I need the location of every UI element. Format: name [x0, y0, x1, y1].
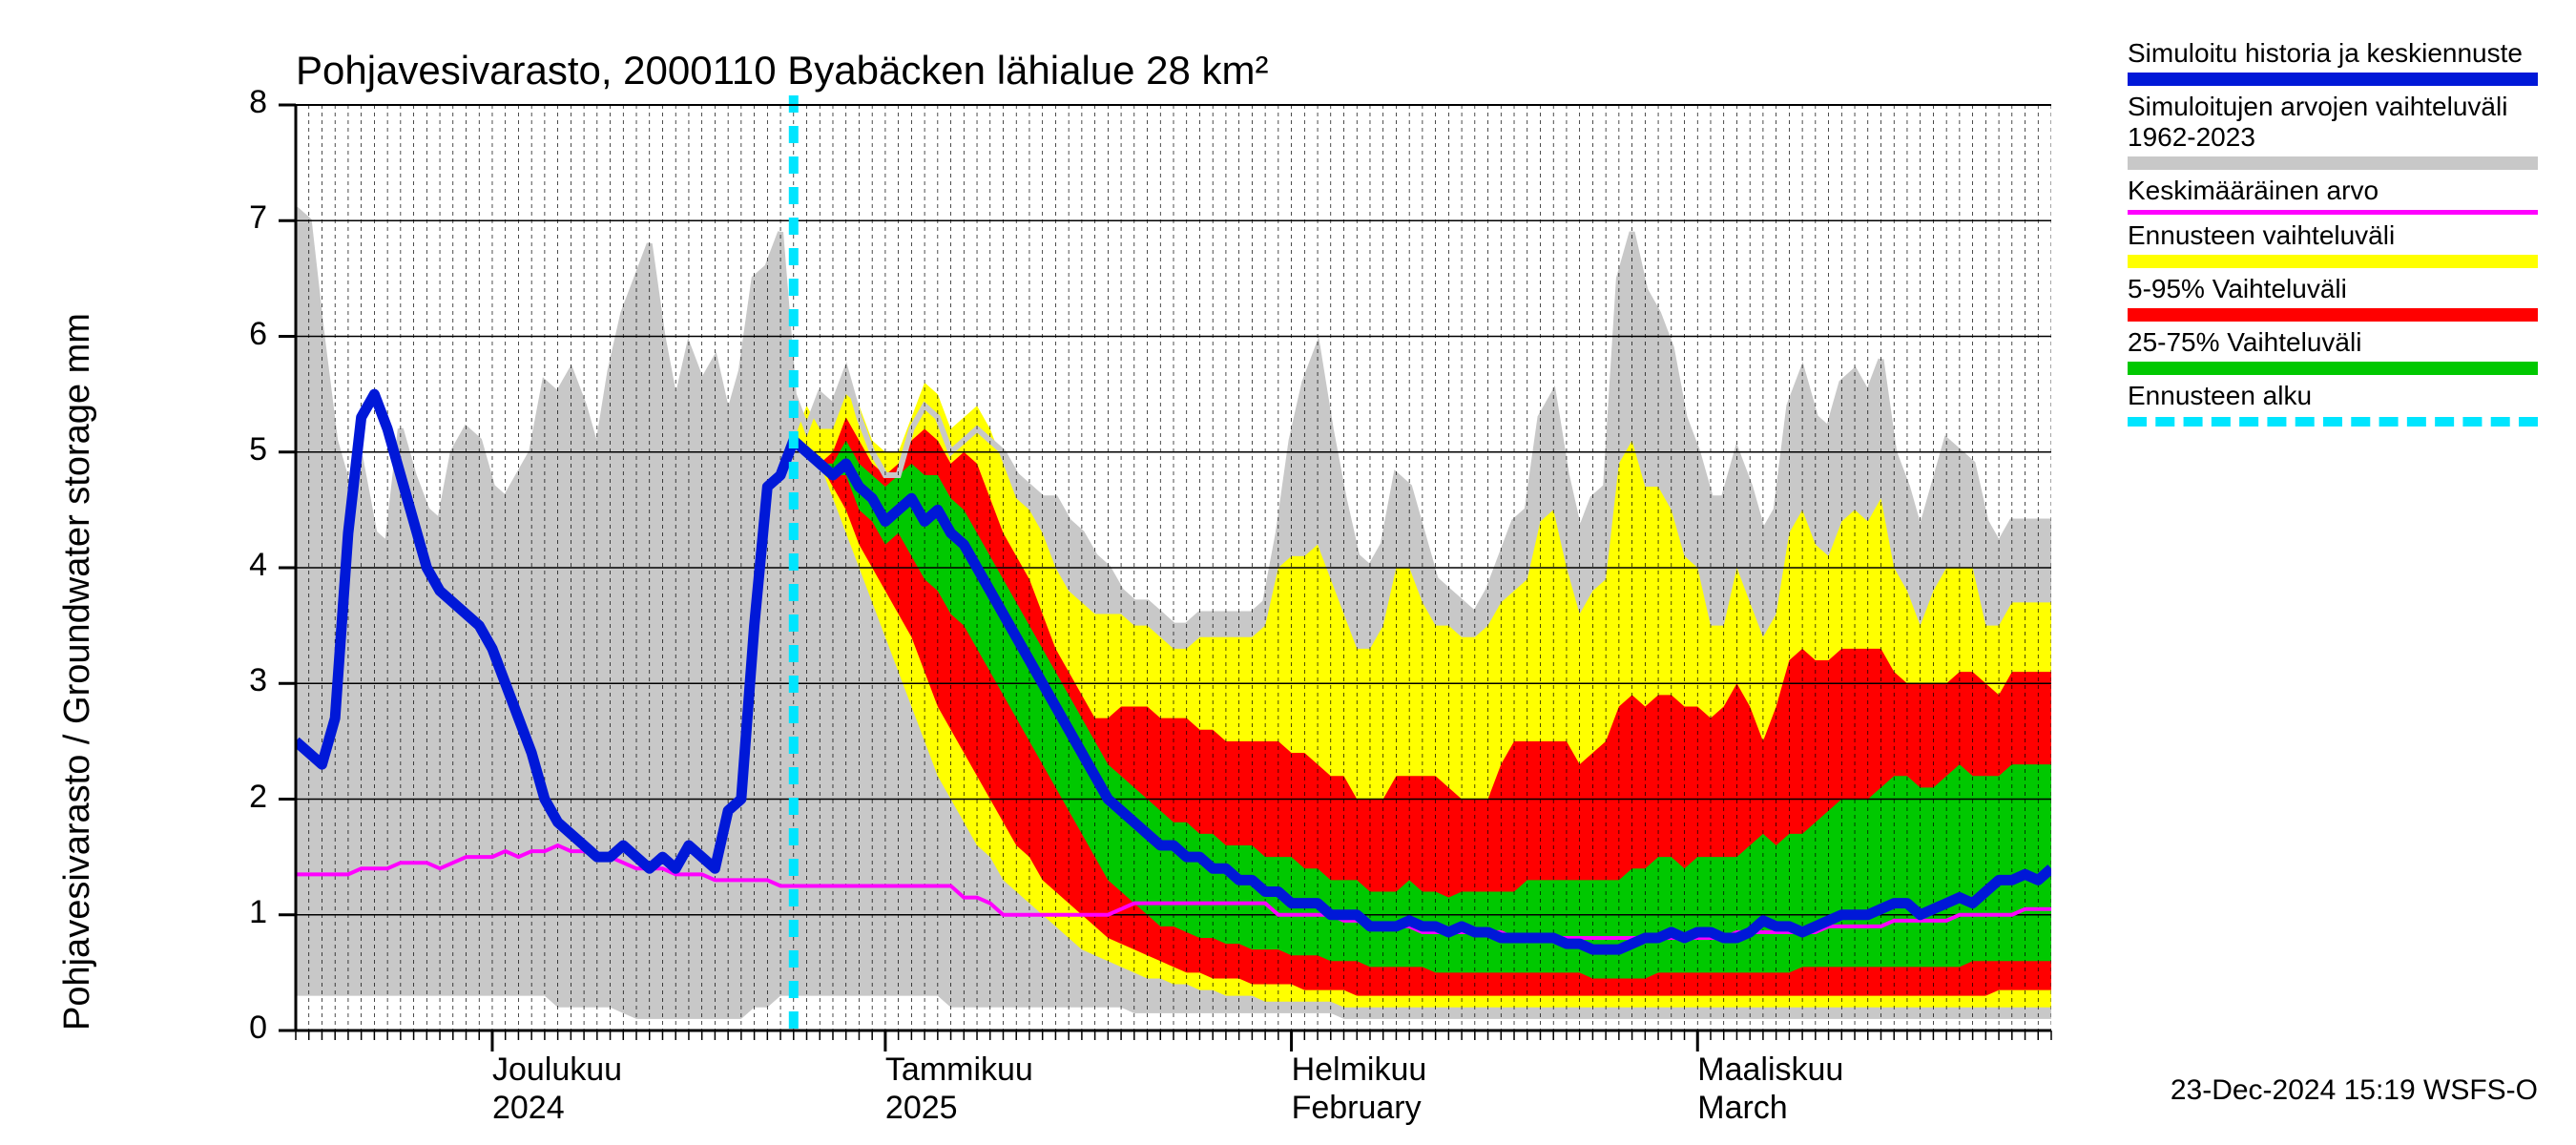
y-tick-label: 8	[249, 84, 267, 121]
chart-title: Pohjavesivarasto, 2000110 Byabäcken lähi…	[296, 48, 1269, 94]
x-tick-label-sub: March	[1697, 1090, 1787, 1127]
legend-label: Keskimääräinen arvo	[2128, 176, 2538, 206]
legend-p25-75: 25-75% Vaihteluväli	[2128, 327, 2538, 375]
legend-mean: Keskimääräinen arvo	[2128, 176, 2538, 215]
y-axis-label: Pohjavesivarasto / Groundwater storage m…	[57, 313, 98, 1030]
y-tick-label: 1	[249, 894, 267, 931]
y-tick-label: 2	[249, 779, 267, 816]
x-tick-label-month: Maaliskuu	[1697, 1051, 1843, 1089]
x-tick-label-month: Helmikuu	[1292, 1051, 1427, 1089]
legend-label: 5-95% Vaihteluväli	[2128, 274, 2538, 304]
legend-swatch-red	[2128, 308, 2538, 322]
legend-swatch-gray	[2128, 156, 2538, 170]
chart-root: Pohjavesivarasto, 2000110 Byabäcken lähi…	[0, 0, 2576, 1145]
legend-sim-range: Simuloitujen arvojen vaihteluväli 1962-2…	[2128, 92, 2538, 170]
y-tick-label: 4	[249, 547, 267, 584]
y-tick-label: 3	[249, 662, 267, 699]
legend-swatch-blue	[2128, 73, 2538, 86]
legend-p5-95: 5-95% Vaihteluväli	[2128, 274, 2538, 322]
legend-swatch-magenta	[2128, 210, 2538, 215]
x-tick-label-month: Tammikuu	[885, 1051, 1033, 1089]
legend-fc-start: Ennusteen alku	[2128, 381, 2538, 427]
y-tick-label: 6	[249, 316, 267, 353]
y-tick-label: 7	[249, 199, 267, 237]
x-tick-label-sub: 2025	[885, 1090, 958, 1127]
legend-label: Simuloitu historia ja keskiennuste	[2128, 38, 2538, 69]
legend-swatch-yellow	[2128, 255, 2538, 268]
legend-label: 25-75% Vaihteluväli	[2128, 327, 2538, 358]
x-tick-label-sub: February	[1292, 1090, 1422, 1127]
y-tick-label: 0	[249, 1010, 267, 1047]
y-tick-label: 5	[249, 431, 267, 468]
legend-sim-history: Simuloitu historia ja keskiennuste	[2128, 38, 2538, 86]
legend-label: Ennusteen vaihteluväli	[2128, 220, 2538, 251]
legend-fc-range: Ennusteen vaihteluväli	[2128, 220, 2538, 268]
x-tick-label-sub: 2024	[492, 1090, 565, 1127]
legend-swatch-green	[2128, 362, 2538, 375]
legend-label: Ennusteen alku	[2128, 381, 2538, 411]
legend: Simuloitu historia ja keskiennuste Simul…	[2128, 38, 2538, 432]
legend-swatch-cyan-dash	[2128, 417, 2538, 427]
legend-label: Simuloitujen arvojen vaihteluväli 1962-2…	[2128, 92, 2538, 153]
timestamp: 23-Dec-2024 15:19 WSFS-O	[2171, 1074, 2538, 1107]
x-tick-label-month: Joulukuu	[492, 1051, 622, 1089]
